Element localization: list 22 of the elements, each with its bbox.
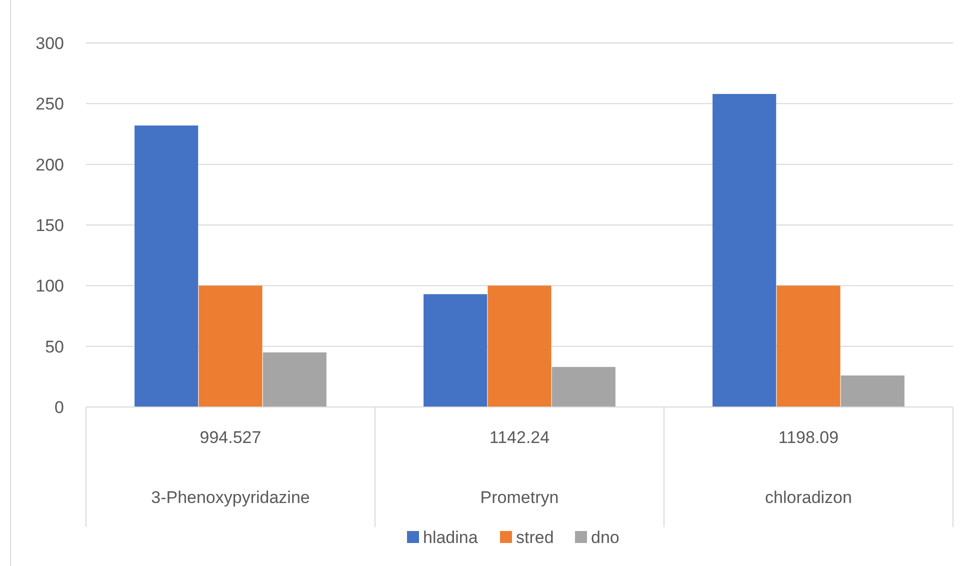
y-tick-label: 150	[36, 216, 64, 235]
category-label: 1142.24 Prometryn	[480, 428, 559, 507]
y-tick-label: 300	[36, 34, 64, 53]
bar	[488, 286, 552, 407]
category-label: 994.527 3-Phenoxypyridazine	[151, 428, 310, 507]
y-tick-label: 100	[36, 276, 64, 296]
y-tick-label: 200	[36, 155, 64, 174]
y-tick-label: 250	[36, 94, 64, 114]
bar	[552, 366, 616, 407]
y-tick-label: 0	[54, 398, 64, 417]
bar	[776, 286, 840, 407]
bar	[424, 294, 488, 407]
legend-label: stred	[516, 528, 554, 547]
bar	[840, 375, 904, 407]
bar	[712, 94, 776, 407]
category-label: 1198.09 chloradizon	[765, 428, 852, 507]
bar	[134, 126, 198, 407]
bar	[262, 352, 326, 407]
legend-label: hladina	[423, 528, 478, 547]
legend-label: dno	[591, 528, 620, 547]
bar	[198, 286, 262, 407]
y-tick-label: 50	[45, 337, 64, 356]
